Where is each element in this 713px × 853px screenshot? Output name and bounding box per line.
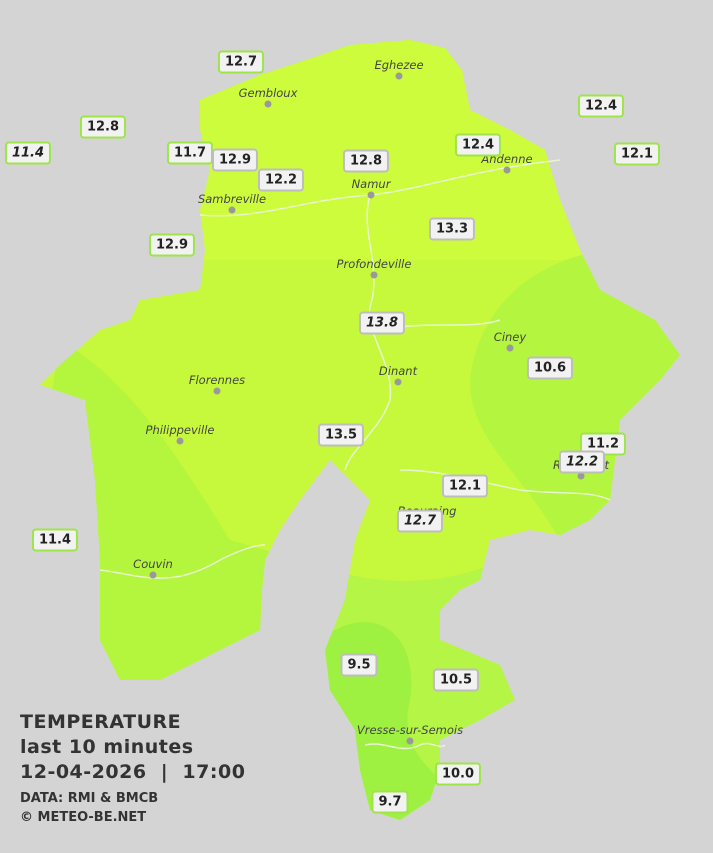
temperature-reading: 12.4 [577,94,625,118]
temperature-reading: 12.7 [217,50,265,74]
legend-datetime: 12-04-2026 | 17:00 [20,761,246,783]
city-dot [367,191,375,199]
city-dot [370,271,378,279]
temperature-reading: 12.8 [342,149,390,173]
city-dot [213,387,221,395]
city-dot [503,166,511,174]
temperature-reading: 11.7 [166,141,214,165]
temperature-reading: 10.0 [434,762,482,786]
temperature-reading: 12.9 [211,148,259,172]
city-dot [395,72,403,80]
city-layer: EghezeeGemblouxAndenneNamurSambrevillePr… [133,58,610,745]
temperature-reading: 13.5 [317,423,365,447]
temperature-reading: 11.4 [31,528,79,552]
temperature-reading: 10.5 [432,668,480,692]
temperature-reading: 12.2 [257,168,305,192]
city-label: Dinant [379,364,418,378]
temperature-reading: 12.1 [441,474,489,498]
temperature-reading: 12.7 [396,509,444,533]
temperature-reading: 9.7 [371,790,409,814]
legend-source: DATA: RMI & BMCB [20,791,159,806]
city-label: Couvin [133,557,173,571]
city-dot [394,378,402,386]
temperature-reading: 12.2 [558,450,606,474]
city-label: Gembloux [239,86,298,100]
city-label: Sambreville [198,192,266,206]
city-dot [264,100,272,108]
legend: TEMPERATURE last 10 minutes 12-04-2026 |… [20,710,245,827]
city-label: Profondeville [337,257,412,271]
city-dot [406,737,414,745]
temperature-reading: 13.3 [428,217,476,241]
city-label: Philippeville [146,423,215,437]
city-dot [506,344,514,352]
temperature-reading: 10.6 [526,356,574,380]
city-label: Namur [352,177,392,191]
temperature-reading: 13.8 [358,311,406,335]
temperature-reading: 12.8 [79,115,127,139]
city-label: Eghezee [374,58,423,72]
legend-heading: TEMPERATURE [20,711,182,733]
legend-subtitle: last 10 minutes [20,736,194,758]
city-label: Florennes [189,373,245,387]
temperature-reading: 12.1 [613,142,661,166]
city-label: Vresse-sur-Semois [357,723,463,737]
city-dot [149,571,157,579]
city-dot [176,437,184,445]
temperature-reading: 9.5 [340,653,378,677]
city-label: Ciney [494,330,527,344]
temperature-reading: 11.4 [4,141,52,165]
city-dot [577,472,585,480]
legend-credit: © METEO-BE.NET [20,810,147,825]
temperature-reading: 12.4 [454,133,502,157]
temperature-reading: 12.9 [148,233,196,257]
city-dot [228,206,236,214]
